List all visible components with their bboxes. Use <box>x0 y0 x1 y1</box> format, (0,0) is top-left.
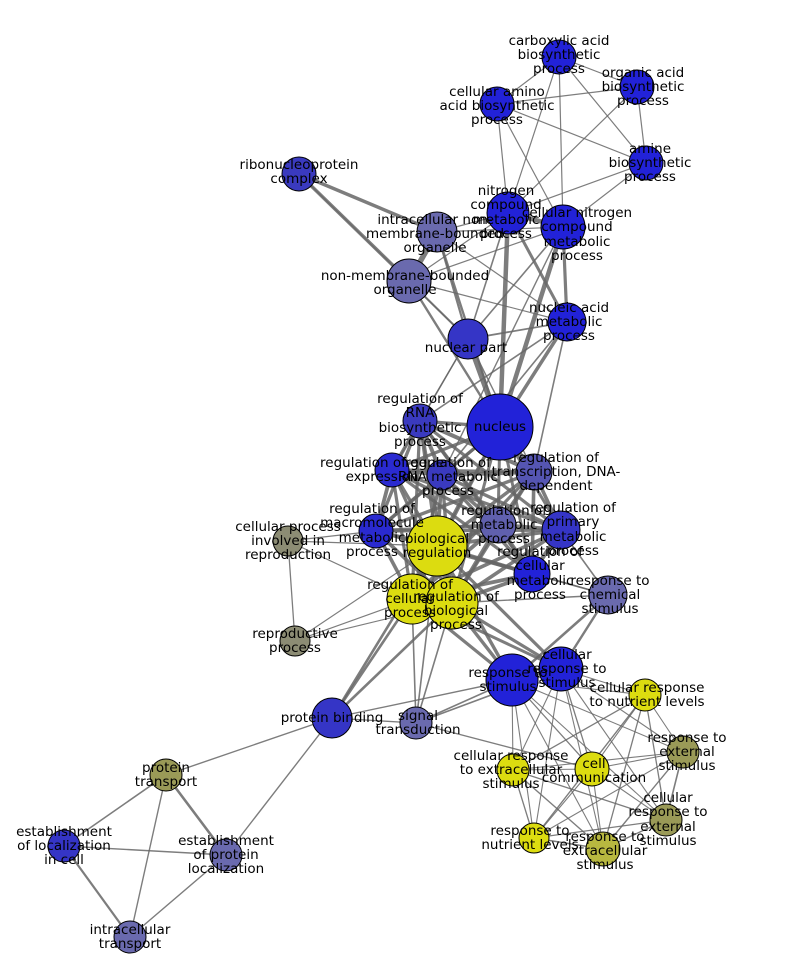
graph-edge <box>533 751 684 839</box>
graph-edge <box>496 86 638 105</box>
graph-node-protein_transport[interactable] <box>149 758 183 792</box>
graph-node-ribonucleoprotein_complex[interactable] <box>281 156 317 192</box>
graph-edge <box>558 56 647 164</box>
graph-node-regulation_of_rna_metabolic_process[interactable] <box>426 459 458 491</box>
graph-edge <box>507 162 647 214</box>
graph-node-nuclear_part[interactable] <box>447 318 489 360</box>
graph-node-intracellular_transport[interactable] <box>113 920 147 954</box>
graph-edge <box>511 679 684 753</box>
graph-node-nitrogen_compound_metabolic_process[interactable] <box>486 191 530 235</box>
graph-node-regulation_of_gene_expression[interactable] <box>374 452 410 488</box>
graph-edge <box>330 601 454 720</box>
graph-node-response_to_extracellular_stimulus[interactable] <box>585 831 621 867</box>
graph-edge <box>602 751 684 850</box>
graph-node-carboxylic_acid_biosynthetic_process[interactable] <box>541 39 577 75</box>
graph-node-regulation_of_macromolecule_metabolic_process[interactable] <box>358 513 394 549</box>
graph-edge <box>165 717 333 776</box>
graph-edge <box>408 226 564 282</box>
graph-node-cellular_amino_acid_biosynthetic_process[interactable] <box>479 86 515 122</box>
graph-edge <box>297 172 439 234</box>
nodes-layer <box>47 39 700 954</box>
graph-edge <box>164 773 228 857</box>
graph-edge <box>497 210 511 430</box>
graph-edge <box>496 103 564 228</box>
graph-edge <box>533 819 667 839</box>
graph-node-reproductive_process[interactable] <box>279 625 311 657</box>
graph-edge <box>129 774 167 938</box>
graph-edge <box>441 226 564 476</box>
graph-edge <box>560 668 684 753</box>
graph-node-response_to_nutrient_levels[interactable] <box>518 822 550 854</box>
graph-edge <box>507 86 638 214</box>
graph-node-cellular_nitrogen_compound_metabolic_process[interactable] <box>540 204 586 250</box>
graph-node-signal_transduction[interactable] <box>399 706 433 740</box>
graph-node-cell_communication[interactable] <box>574 751 610 787</box>
graph-edge <box>436 231 568 323</box>
graph-node-amine_biosynthetic_process[interactable] <box>628 145 664 181</box>
graph-edge <box>467 212 509 340</box>
graph-edge <box>374 470 536 533</box>
graph-edge <box>512 769 667 821</box>
graph-node-biological_regulation[interactable] <box>406 515 468 577</box>
graph-edge <box>390 468 534 576</box>
graph-node-cellular_response_to_nutrient_levels[interactable] <box>628 678 662 712</box>
graph-edge <box>129 854 227 938</box>
graph-edge <box>512 694 646 771</box>
graph-node-response_to_chemical_stimulus[interactable] <box>588 575 628 615</box>
graph-node-cellular_response_to_extracellular_stimulus[interactable] <box>496 753 530 787</box>
graph-node-establishment_of_localization_in_cell[interactable] <box>47 829 81 863</box>
graph-edge <box>507 56 560 214</box>
graph-node-regulation_of_cellular_metabolic_process[interactable] <box>513 555 551 593</box>
graph-edge <box>63 845 227 856</box>
graph-edge <box>287 540 296 642</box>
graph-node-nucleic_acid_metabolic_process[interactable] <box>547 302 587 342</box>
graph-edge <box>558 56 564 228</box>
graph-node-response_to_external_stimulus[interactable] <box>666 735 700 769</box>
graph-node-organic_acid_biosynthetic_process[interactable] <box>619 69 655 105</box>
graph-edge <box>602 694 646 850</box>
graph-edge <box>533 321 568 473</box>
graph-edge <box>533 668 562 839</box>
graph-edge <box>374 528 563 533</box>
graph-edge <box>408 280 568 323</box>
graph-node-regulation_of_transcription_dna_dependent[interactable] <box>515 453 553 491</box>
graph-node-establishment_of_protein_localization[interactable] <box>209 838 243 872</box>
graph-node-cellular_process_involved_in_reproduction[interactable] <box>272 525 304 557</box>
graph-edge <box>415 722 593 770</box>
graph-edge <box>467 226 564 340</box>
graph-node-regulation_of_biological_process[interactable] <box>425 576 479 630</box>
edges-layer <box>62 56 684 939</box>
graph-node-nucleus[interactable] <box>466 393 534 461</box>
graph-edge <box>511 679 667 821</box>
graph-edge <box>331 679 513 719</box>
graph-node-intracellular_non_membrane_bounded_organelle[interactable] <box>416 211 458 253</box>
graph-edge <box>512 769 604 850</box>
graph-edge <box>418 419 563 532</box>
graph-edge <box>497 224 566 430</box>
graph-node-response_to_stimulus[interactable] <box>485 653 539 707</box>
graph-node-regulation_of_rna_biosynthetic_process[interactable] <box>402 403 438 439</box>
graph-node-regulation_of_metabolic_process[interactable] <box>479 506 517 544</box>
graph-node-cellular_response_to_stimulus[interactable] <box>538 646 584 692</box>
graph-edge <box>496 103 647 164</box>
graph-node-cellular_response_to_external_stimulus[interactable] <box>649 803 683 837</box>
graph-edge <box>63 774 167 847</box>
graph-edge <box>225 717 333 856</box>
graph-node-non_membrane_bounded_organelle[interactable] <box>386 258 432 304</box>
graph-edge <box>62 844 132 939</box>
graph-edge <box>511 679 604 850</box>
graph-edge <box>419 321 568 422</box>
graph-node-protein_binding[interactable] <box>311 697 353 739</box>
graph-node-regulation_of_primary_metabolic_process[interactable] <box>541 510 581 550</box>
graph-edge <box>440 473 563 532</box>
